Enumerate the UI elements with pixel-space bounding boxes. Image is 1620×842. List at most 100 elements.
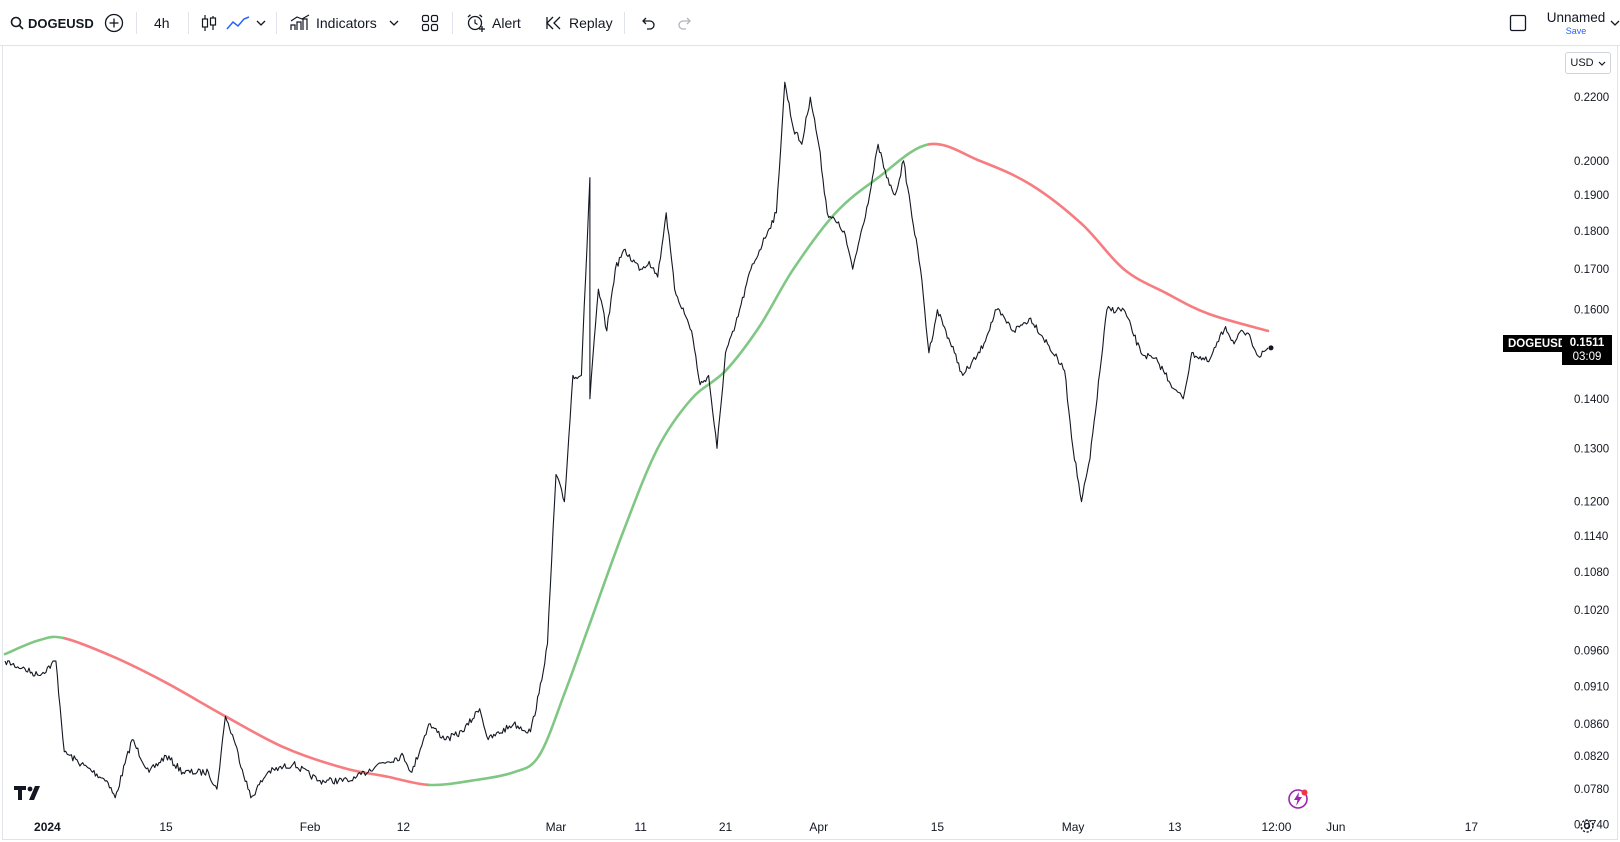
lightning-icon bbox=[1288, 789, 1308, 809]
moving-average-segment bbox=[758, 267, 795, 328]
flash-button[interactable] bbox=[1287, 788, 1309, 815]
alert-label: Alert bbox=[492, 15, 521, 31]
time-tick-label: May bbox=[1062, 820, 1085, 834]
interval-button[interactable]: 4h bbox=[154, 8, 170, 38]
time-tick-label: Feb bbox=[300, 820, 321, 834]
moving-average-segment bbox=[385, 775, 431, 787]
moving-average-segment bbox=[512, 754, 541, 774]
indicators-dropdown[interactable] bbox=[389, 8, 399, 38]
templates-button[interactable] bbox=[421, 8, 439, 38]
top-toolbar: DOGEUSD 4h Indicators Alert Replay bbox=[0, 0, 1620, 46]
price-tick-label: 0.2200 bbox=[1574, 92, 1609, 104]
moving-average-segment bbox=[563, 622, 592, 695]
moving-average-segment bbox=[469, 771, 515, 782]
symbol-price-tag: DOGEUSD bbox=[1503, 335, 1572, 352]
price-tick-label: 0.1600 bbox=[1574, 305, 1609, 317]
moving-average-segment bbox=[978, 159, 1032, 186]
time-tick-label: 15 bbox=[931, 820, 945, 834]
chart-type-dropdown[interactable] bbox=[256, 8, 266, 38]
moving-average-segment bbox=[927, 142, 982, 163]
price-tick-label: 0.1900 bbox=[1574, 190, 1609, 202]
layout-name: Unnamed bbox=[1546, 10, 1606, 25]
last-price: 0.1511 bbox=[1569, 337, 1605, 349]
moving-average-segment bbox=[690, 369, 727, 401]
moving-average-segment bbox=[876, 143, 931, 179]
price-axis[interactable]: 0.2200 0.2000 0.1900 0.1800 0.1700 0.1600 0.14… bbox=[1574, 92, 1609, 831]
toolbar-divider bbox=[452, 12, 453, 34]
price-series-path bbox=[4, 81, 1269, 799]
alert-button[interactable]: Alert bbox=[466, 8, 521, 38]
layout-dropdown[interactable] bbox=[1610, 8, 1620, 38]
price-tick-label: 0.1080 bbox=[1574, 567, 1609, 579]
moving-average-segment bbox=[1165, 291, 1210, 316]
currency-label: USD bbox=[1570, 57, 1594, 69]
replay-button[interactable]: Replay bbox=[545, 8, 613, 38]
price-tick-label: 0.1140 bbox=[1574, 531, 1608, 543]
price-tick-label: 0.1020 bbox=[1574, 605, 1609, 617]
time-tick-label: 15 bbox=[159, 820, 173, 834]
moving-average-segment bbox=[1207, 312, 1270, 333]
redo-icon bbox=[678, 17, 691, 30]
tradingview-logo[interactable] bbox=[14, 784, 46, 807]
time-axis[interactable]: 2024 15 Feb 12 Mar 11 21 Apr 15 May 13 12:00 Jun 17 bbox=[34, 820, 1478, 834]
time-tick-label: 17 bbox=[1465, 820, 1479, 834]
chevron-down-icon bbox=[1598, 61, 1606, 66]
last-price-dot bbox=[1268, 345, 1274, 351]
price-tick-label: 0.1800 bbox=[1574, 226, 1609, 238]
replay-label: Replay bbox=[569, 15, 613, 31]
chevron-down-icon bbox=[256, 20, 266, 26]
moving-average-segment bbox=[37, 635, 66, 642]
redo-button[interactable] bbox=[677, 8, 693, 38]
moving-average-line bbox=[3, 142, 1270, 787]
last-price-tag: 0.1511 03:09 bbox=[1562, 335, 1612, 365]
settings-button[interactable] bbox=[1579, 818, 1595, 839]
price-chart[interactable]: 0.2200 0.2000 0.1900 0.1800 0.1700 0.1600 0.14… bbox=[3, 46, 1617, 840]
symbol-search[interactable]: DOGEUSD bbox=[10, 8, 94, 38]
interval-label: 4h bbox=[154, 15, 170, 31]
moving-average-segment bbox=[834, 176, 880, 215]
layout-name-button[interactable]: Unnamed Save bbox=[1543, 10, 1609, 37]
symbol-name: DOGEUSD bbox=[28, 15, 94, 31]
currency-selector[interactable]: USD bbox=[1565, 52, 1611, 74]
price-tick-label: 0.2000 bbox=[1574, 156, 1609, 168]
indicators-icon bbox=[290, 14, 310, 30]
time-tick-label: 21 bbox=[719, 820, 733, 834]
chevron-down-icon bbox=[389, 20, 399, 26]
tradingview-logo-icon bbox=[14, 786, 40, 800]
save-label: Save bbox=[1565, 26, 1587, 36]
moving-average-segment bbox=[537, 692, 566, 758]
moving-average-segment bbox=[1080, 222, 1126, 271]
toolbar-divider bbox=[136, 12, 137, 34]
moving-average-segment bbox=[3, 639, 41, 656]
moving-average-segment bbox=[63, 636, 117, 659]
toolbar-divider bbox=[276, 12, 277, 34]
line-chart-button[interactable] bbox=[226, 8, 250, 38]
moving-average-segment bbox=[588, 528, 626, 625]
bar-countdown: 03:09 bbox=[1572, 351, 1602, 363]
fullscreen-button[interactable] bbox=[1509, 8, 1527, 38]
moving-average-segment bbox=[622, 447, 659, 532]
undo-button[interactable] bbox=[640, 8, 656, 38]
moving-average-segment bbox=[427, 779, 473, 787]
price-tick-label: 0.1200 bbox=[1574, 497, 1609, 509]
time-tick-label: 13 bbox=[1168, 820, 1182, 834]
price-tick-label: 0.0860 bbox=[1574, 719, 1609, 731]
chevron-down-icon bbox=[1610, 20, 1620, 26]
compare-button[interactable] bbox=[104, 8, 124, 38]
time-tick-label: 12:00 bbox=[1261, 820, 1291, 834]
price-tick-label: 0.0910 bbox=[1574, 681, 1609, 693]
price-tick-label: 0.1300 bbox=[1574, 443, 1609, 455]
price-tick-label: 0.0820 bbox=[1574, 751, 1609, 763]
chart-pane[interactable]: 0.2200 0.2000 0.1900 0.1800 0.1700 0.1600 0.14… bbox=[2, 46, 1618, 840]
indicators-label: Indicators bbox=[316, 15, 377, 31]
toolbar-divider bbox=[188, 12, 189, 34]
moving-average-segment bbox=[164, 681, 227, 718]
price-tick-label: 0.1700 bbox=[1574, 264, 1609, 276]
indicators-button[interactable]: Indicators bbox=[290, 8, 377, 38]
gear-icon bbox=[1580, 819, 1594, 833]
candles-button[interactable] bbox=[200, 8, 218, 38]
plus-circle-icon bbox=[104, 13, 124, 33]
candlestick-icon bbox=[201, 15, 217, 31]
moving-average-segment bbox=[792, 211, 837, 271]
price-line bbox=[4, 81, 1274, 799]
